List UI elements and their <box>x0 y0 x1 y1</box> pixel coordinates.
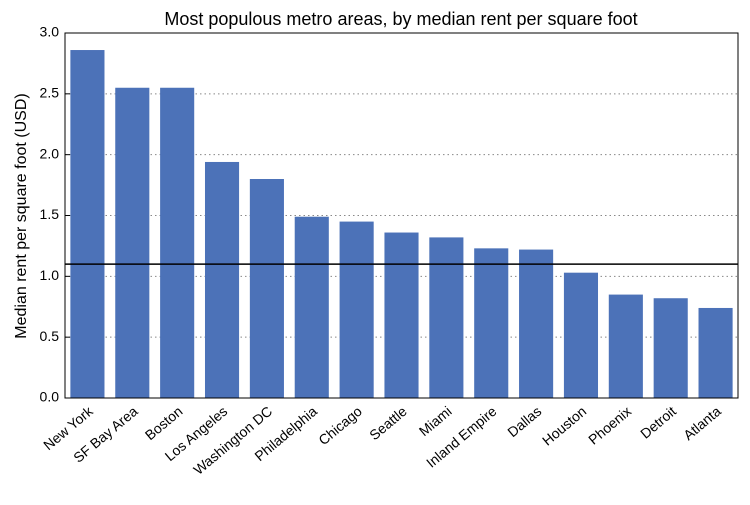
bar <box>294 216 329 398</box>
x-tick-label: Seattle <box>366 403 410 443</box>
y-tick-label: 2.0 <box>40 145 60 161</box>
bar <box>429 237 464 398</box>
x-tick-label: Phoenix <box>585 403 634 448</box>
bar <box>698 307 733 398</box>
x-tick-label: Miami <box>416 403 455 439</box>
y-tick-label: 0.5 <box>40 328 60 344</box>
plot-frame <box>64 32 739 399</box>
bar <box>339 221 374 398</box>
bar <box>653 298 688 398</box>
x-tick-label: Houston <box>539 403 589 449</box>
x-tick-label: Atlanta <box>680 403 724 443</box>
y-axis-label: Median rent per square foot (USD) <box>13 93 30 338</box>
y-tick-label: 0.0 <box>40 389 60 405</box>
y-tick-label: 1.5 <box>40 206 60 222</box>
y-tick-label: 2.5 <box>40 85 60 101</box>
bar <box>563 272 599 398</box>
bar <box>70 50 105 399</box>
bar <box>474 248 509 398</box>
bar <box>115 87 150 398</box>
x-tick-label: Washington DC <box>190 403 275 478</box>
x-tick-label: Detroit <box>637 403 679 442</box>
bar <box>249 179 284 398</box>
bar <box>204 161 240 398</box>
bar <box>519 249 554 398</box>
y-tick-label: 1.0 <box>40 267 60 283</box>
bar <box>384 232 419 398</box>
bar <box>160 87 195 398</box>
x-tick-label: Dallas <box>504 403 544 440</box>
y-tick-label: 3.0 <box>40 24 60 40</box>
bar <box>608 294 643 398</box>
chart-title: Most populous metro areas, by median ren… <box>164 9 637 29</box>
x-tick-label: Chicago <box>315 403 365 448</box>
